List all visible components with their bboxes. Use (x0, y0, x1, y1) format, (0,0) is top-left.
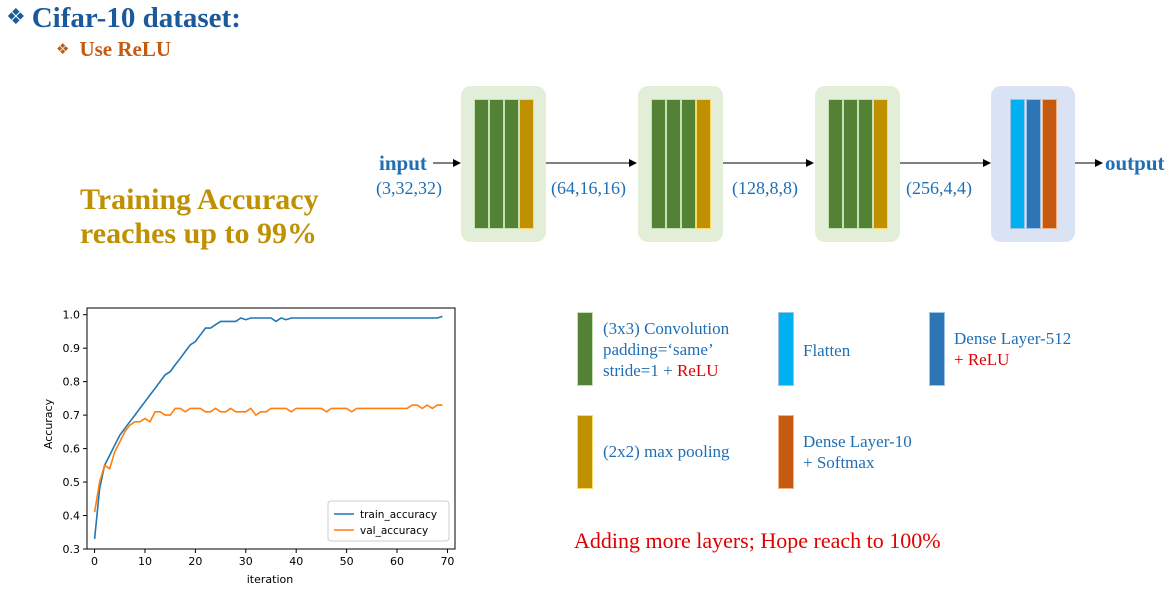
pool-layer (873, 99, 888, 229)
output-label: output (1105, 151, 1165, 175)
input-label: input (379, 151, 427, 175)
flatten-layer (1010, 99, 1025, 229)
pool-layer (696, 99, 711, 229)
x-axis-label: iteration (247, 573, 293, 586)
footer-note: Adding more layers; Hope reach to 100% (574, 528, 941, 553)
x-tick-label: 60 (390, 555, 404, 568)
legend-conv-line1: (3x3) Convolution (603, 319, 730, 338)
conv-block-2 (638, 86, 723, 242)
x-tick-label: 30 (239, 555, 253, 568)
page-title-text: Cifar-10 dataset: (31, 2, 241, 34)
legend-dense512-line2: + ReLU (954, 350, 1010, 369)
x-tick-label: 20 (188, 555, 202, 568)
shape-3: (256,4,4) (906, 178, 972, 198)
x-tick-label: 70 (440, 555, 454, 568)
conv-layer (651, 99, 666, 229)
y-tick-label: 0.3 (63, 543, 81, 556)
legend-flatten-swatch (778, 312, 794, 386)
conv-layer (681, 99, 696, 229)
diamond-bullet-icon: ❖ (6, 5, 26, 30)
legend-conv-line3: stride=1 + ReLU (603, 360, 729, 381)
y-tick-label: 0.7 (63, 409, 81, 422)
dense512-layer (1026, 99, 1041, 229)
conv-block-1 (461, 86, 546, 242)
accuracy-note-line1: Training Accuracy (80, 183, 319, 216)
y-tick-label: 1.0 (63, 309, 81, 322)
series-line-val_accuracy (93, 404, 443, 513)
input-shape: (3,32,32) (376, 178, 442, 198)
legend-dense10-swatch (778, 415, 794, 489)
conv-block-3 (815, 86, 900, 242)
conv-layer (858, 99, 873, 229)
legend-conv-relu: ReLU (676, 361, 719, 380)
accuracy-chart: 0 10 20 30 40 50 60 70 0.3 0.4 0.5 0.6 0.7 0.8 0.9 1.0 t… (42, 307, 456, 586)
conv-layer (843, 99, 858, 229)
pool-layer (519, 99, 534, 229)
accuracy-note-line2: reaches up to 99% (80, 217, 317, 250)
series-line-train_accuracy (93, 315, 443, 540)
y-tick-label: 0.5 (63, 476, 81, 489)
legend-conv-text: (3x3) Convolution padding=‘same’ stride=… (603, 318, 729, 381)
legend-pool-swatch (577, 415, 593, 489)
diamond-bullet-icon: ❖ (56, 40, 70, 58)
x-tick-label: 0 (91, 555, 98, 568)
legend-entry-val_accuracy: val_accuracy (360, 525, 428, 537)
y-tick-label: 0.9 (63, 342, 81, 355)
conv-layer (828, 99, 843, 229)
legend-conv-stride: stride=1 + (603, 361, 677, 380)
dense-block (991, 86, 1075, 242)
legend-pool-text: (2x2) max pooling (603, 442, 730, 461)
x-tick-label: 40 (289, 555, 303, 568)
conv-layer (474, 99, 489, 229)
chart-legend (327, 500, 450, 542)
subtitle: ❖ Use ReLU (56, 37, 171, 62)
accuracy-note: Training Accuracy reaches up to 99% (80, 183, 319, 251)
dense10-layer (1042, 99, 1057, 229)
shape-1: (64,16,16) (551, 178, 626, 198)
legend-flatten-text: Flatten (803, 341, 851, 360)
x-tick-label: 50 (340, 555, 354, 568)
legend-dense10-text: Dense Layer-10 + Softmax (803, 431, 912, 473)
legend-conv-swatch (577, 312, 593, 386)
diagram-arrows (433, 159, 1103, 167)
y-tick-label: 0.6 (63, 443, 81, 456)
legend-dense512-swatch (929, 312, 945, 386)
page-title: ❖ Cifar-10 dataset: (6, 2, 241, 35)
y-tick-label: 0.8 (63, 376, 81, 389)
x-tick-label: 10 (138, 555, 152, 568)
legend-dense10-line2: + Softmax (803, 453, 875, 472)
legend-dense512-line1: Dense Layer-512 (954, 329, 1072, 348)
y-axis-label: Accuracy (42, 398, 55, 449)
legend-dense10-line1: Dense Layer-10 (803, 432, 912, 451)
shape-2: (128,8,8) (732, 178, 798, 198)
legend-dense512-text: Dense Layer-512 + ReLU (954, 328, 1071, 370)
conv-layer (504, 99, 519, 229)
legend-conv-line2: padding=‘same’ (603, 340, 714, 359)
subtitle-text: Use ReLU (79, 37, 172, 61)
conv-layer (666, 99, 681, 229)
y-tick-label: 0.4 (63, 510, 81, 523)
conv-layer (489, 99, 504, 229)
plot-area: 0 10 20 30 40 50 60 70 0.3 0.4 0.5 0.6 0.7 0.8 0.9 1.0 t… (63, 307, 456, 568)
legend-entry-train_accuracy: train_accuracy (360, 509, 437, 521)
